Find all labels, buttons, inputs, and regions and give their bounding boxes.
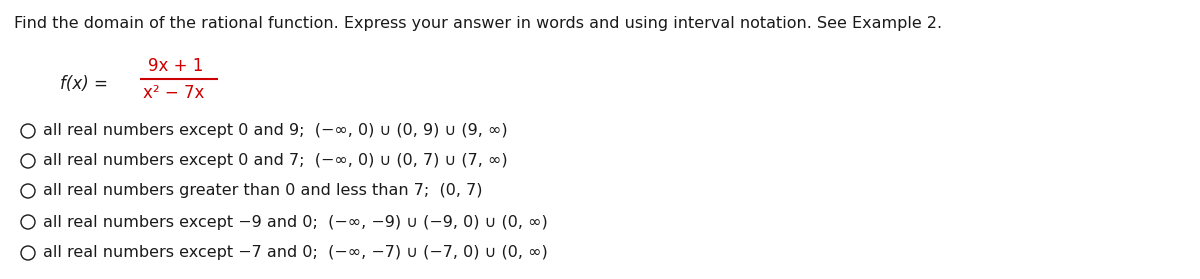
Text: Find the domain of the rational function. Express your answer in words and using: Find the domain of the rational function…	[14, 16, 942, 31]
Text: f(x) =: f(x) =	[60, 75, 108, 93]
Text: all real numbers except 0 and 7;  (−∞, 0) ∪ (0, 7) ∪ (7, ∞): all real numbers except 0 and 7; (−∞, 0)…	[43, 153, 508, 169]
Text: x² − 7x: x² − 7x	[143, 84, 204, 102]
Text: all real numbers greater than 0 and less than 7;  (0, 7): all real numbers greater than 0 and less…	[43, 184, 482, 198]
Text: 9x + 1: 9x + 1	[148, 57, 203, 75]
Text: all real numbers except 0 and 9;  (−∞, 0) ∪ (0, 9) ∪ (9, ∞): all real numbers except 0 and 9; (−∞, 0)…	[43, 124, 508, 138]
Text: all real numbers except −9 and 0;  (−∞, −9) ∪ (−9, 0) ∪ (0, ∞): all real numbers except −9 and 0; (−∞, −…	[43, 215, 547, 230]
Text: all real numbers except −7 and 0;  (−∞, −7) ∪ (−7, 0) ∪ (0, ∞): all real numbers except −7 and 0; (−∞, −…	[43, 246, 547, 261]
